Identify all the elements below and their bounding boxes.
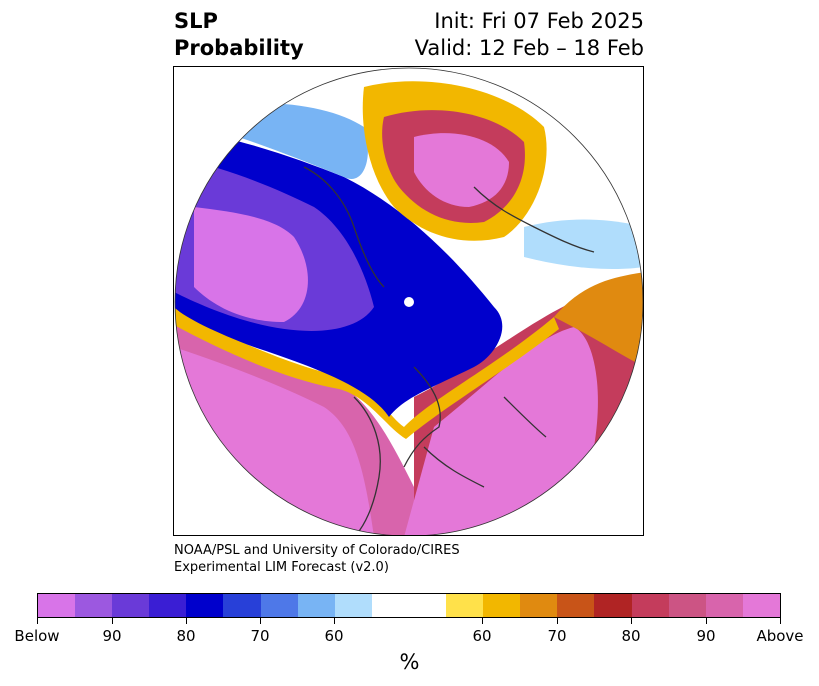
colorbar-segment — [557, 594, 595, 617]
colorbar-segment — [38, 594, 76, 617]
colorbar-ticks: Below 90 80 70 60 60 70 80 90 Above — [0, 618, 819, 648]
siberia-below-light — [524, 219, 643, 269]
coastlines — [303, 166, 595, 535]
title-right: Init: Fri 07 Feb 2025 Valid: 12 Feb – 18… — [415, 8, 644, 62]
colorbar-segment — [631, 594, 669, 617]
colorbar-segment — [594, 594, 632, 617]
colorbar-segment — [371, 594, 409, 617]
title-type: Probability — [174, 36, 304, 60]
colorbar-tick — [260, 618, 261, 624]
colorbar-tick-label: 60 — [472, 627, 492, 645]
colorbar-unit-label: % — [399, 650, 420, 674]
colorbar-segment — [75, 594, 113, 617]
credit-line-2: Experimental LIM Forecast (v2.0) — [174, 560, 389, 575]
colorbar-tick — [482, 618, 483, 624]
colorbar-tick — [112, 618, 113, 624]
colorbar-segment — [223, 594, 261, 617]
colorbar-tick-label: 70 — [250, 627, 270, 645]
colorbar-segment — [260, 594, 298, 617]
title-variable: SLP — [174, 9, 218, 33]
colorbar-tick — [706, 618, 707, 624]
colorbar-segment — [297, 594, 335, 617]
colorbar-tick — [37, 618, 38, 624]
colorbar-tick — [631, 618, 632, 624]
ridge-band — [175, 307, 559, 439]
credit-line-1: NOAA/PSL and University of Colorado/CIRE… — [174, 543, 460, 558]
north-pole-marker — [404, 297, 414, 307]
map-frame — [173, 66, 644, 536]
atlantic-above-core — [404, 327, 598, 535]
colorbar — [37, 593, 781, 618]
colorbar-segment — [408, 594, 447, 617]
colorbar-segment — [186, 594, 224, 617]
colorbar-segment — [520, 594, 558, 617]
colorbar-segment — [483, 594, 521, 617]
title-left: SLP Probability — [174, 8, 304, 62]
colorbar-tick — [334, 618, 335, 624]
colorbar-segment — [149, 594, 187, 617]
colorbar-tick-label: 60 — [324, 627, 344, 645]
colorbar-segment — [742, 594, 780, 617]
below-region-core — [194, 207, 308, 322]
colorbar-tick-label: Above — [756, 627, 804, 645]
colorbar-segment — [112, 594, 150, 617]
colorbar-tick-label: 70 — [547, 627, 567, 645]
colorbar-tick — [557, 618, 558, 624]
credit-text: NOAA/PSL and University of Colorado/CIRE… — [174, 542, 460, 576]
colorbar-tick — [186, 618, 187, 624]
map-disk — [175, 68, 643, 535]
colorbar-segment — [705, 594, 743, 617]
colorbar-segment — [446, 594, 484, 617]
colorbar-segment — [668, 594, 706, 617]
eurasia-above-core — [414, 133, 509, 207]
colorbar-segment — [334, 594, 372, 617]
colorbar-tick-label: 90 — [102, 627, 122, 645]
init-date: Init: Fri 07 Feb 2025 — [434, 9, 644, 33]
colorbar-tick — [780, 618, 781, 624]
east-above-orange — [554, 272, 643, 367]
colorbar-tick-label: 80 — [176, 627, 196, 645]
probability-map — [174, 67, 643, 535]
valid-range: Valid: 12 Feb – 18 Feb — [414, 36, 644, 60]
colorbar-tick-label: 90 — [696, 627, 716, 645]
colorbar-tick-label: 80 — [621, 627, 641, 645]
colorbar-tick-label: Below — [14, 627, 60, 645]
